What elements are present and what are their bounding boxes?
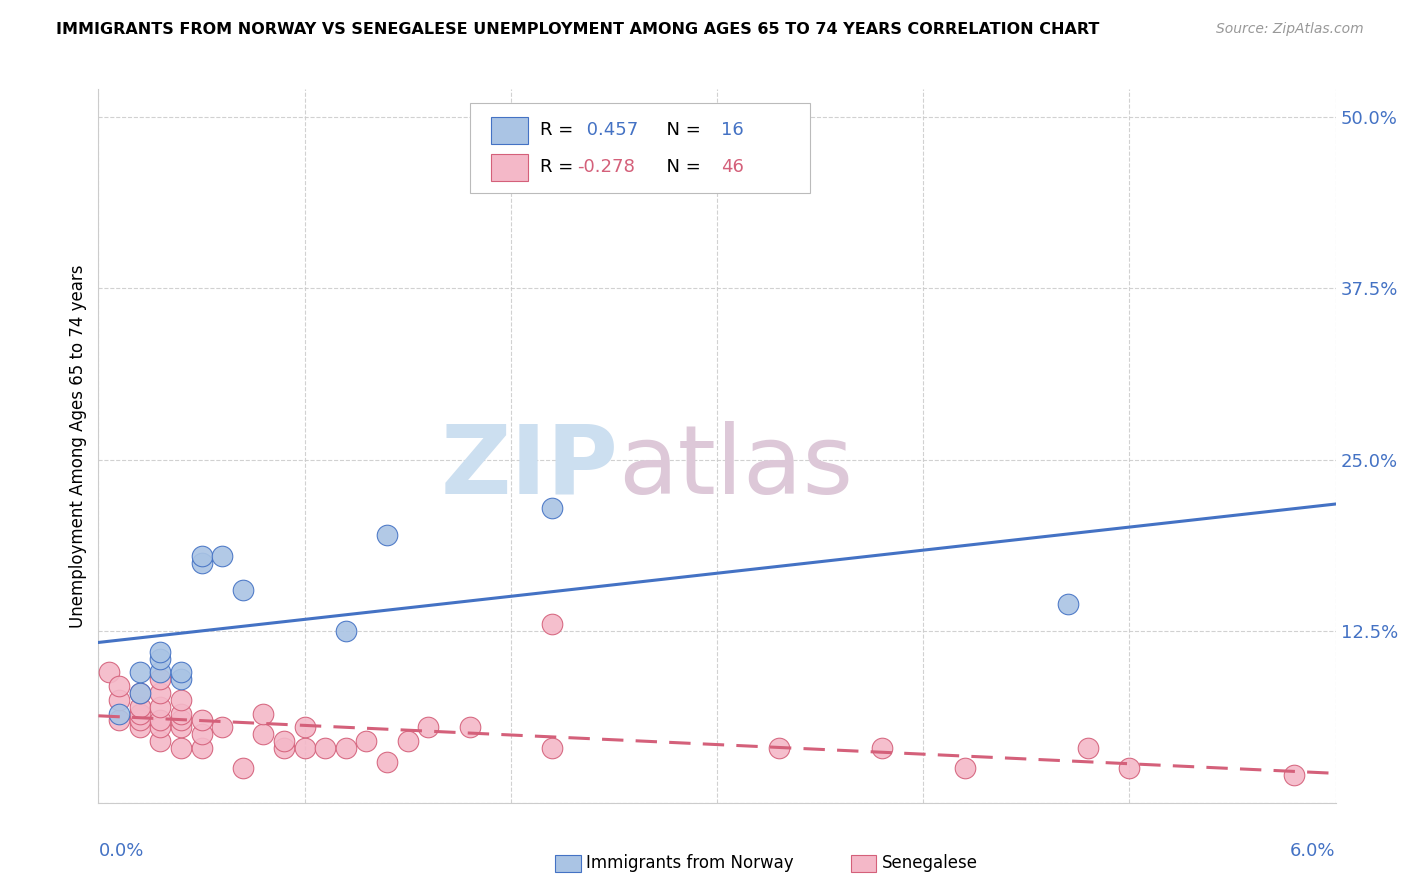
Bar	[491, 117, 527, 145]
Point	[149, 720, 172, 734]
Point	[108, 714, 131, 728]
Text: N =: N =	[655, 121, 707, 139]
Text: 16: 16	[721, 121, 744, 139]
Text: Immigrants from Norway: Immigrants from Norway	[586, 855, 794, 872]
Point	[170, 673, 193, 687]
Point	[273, 740, 295, 755]
Point	[294, 740, 316, 755]
Text: Source: ZipAtlas.com: Source: ZipAtlas.com	[1216, 22, 1364, 37]
Point	[418, 720, 440, 734]
Point	[190, 549, 212, 563]
Point	[128, 720, 150, 734]
Text: atlas: atlas	[619, 421, 853, 514]
Point	[108, 679, 131, 693]
Text: 0.0%: 0.0%	[98, 842, 143, 860]
Point	[1118, 762, 1140, 776]
Point	[170, 693, 193, 707]
Point	[190, 714, 212, 728]
Point	[232, 762, 254, 776]
Point	[149, 651, 172, 665]
Point	[108, 693, 131, 707]
Point	[190, 727, 212, 741]
Point	[375, 755, 398, 769]
Point	[294, 720, 316, 734]
Point	[170, 740, 193, 755]
Point	[170, 706, 193, 721]
Point	[190, 556, 212, 570]
Point	[252, 706, 274, 721]
Point	[252, 727, 274, 741]
Text: N =: N =	[655, 158, 707, 176]
Point	[541, 617, 564, 632]
Text: ZIP: ZIP	[440, 421, 619, 514]
Point	[128, 714, 150, 728]
Point	[1056, 597, 1078, 611]
Point	[768, 740, 790, 755]
Point	[149, 734, 172, 748]
Point	[128, 665, 150, 680]
Point	[211, 720, 233, 734]
Point	[335, 624, 357, 639]
FancyBboxPatch shape	[470, 103, 810, 193]
Point	[458, 720, 481, 734]
Point	[356, 734, 378, 748]
Point	[375, 528, 398, 542]
Y-axis label: Unemployment Among Ages 65 to 74 years: Unemployment Among Ages 65 to 74 years	[69, 264, 87, 628]
Point	[108, 706, 131, 721]
Point	[128, 686, 150, 700]
Point	[314, 740, 336, 755]
Text: Senegalese: Senegalese	[882, 855, 977, 872]
Point	[190, 740, 212, 755]
Point	[1077, 740, 1099, 755]
Point	[870, 740, 893, 755]
Point	[149, 686, 172, 700]
Point	[541, 500, 564, 515]
Text: 6.0%: 6.0%	[1291, 842, 1336, 860]
Point	[149, 645, 172, 659]
Point	[953, 762, 976, 776]
Point	[170, 714, 193, 728]
Text: -0.278: -0.278	[578, 158, 636, 176]
Point	[149, 673, 172, 687]
Text: R =: R =	[540, 158, 579, 176]
Point	[170, 665, 193, 680]
Text: 0.457: 0.457	[581, 121, 638, 139]
Point	[97, 665, 120, 680]
Text: 46: 46	[721, 158, 744, 176]
Point	[128, 699, 150, 714]
Point	[1284, 768, 1306, 782]
Point	[232, 583, 254, 598]
Point	[396, 734, 419, 748]
Point	[541, 740, 564, 755]
Point	[273, 734, 295, 748]
Point	[149, 665, 172, 680]
Bar	[491, 154, 527, 181]
Text: IMMIGRANTS FROM NORWAY VS SENEGALESE UNEMPLOYMENT AMONG AGES 65 TO 74 YEARS CORR: IMMIGRANTS FROM NORWAY VS SENEGALESE UNE…	[56, 22, 1099, 37]
Point	[128, 686, 150, 700]
Point	[211, 549, 233, 563]
Point	[128, 706, 150, 721]
Point	[149, 714, 172, 728]
Text: R =: R =	[540, 121, 579, 139]
Point	[149, 699, 172, 714]
Point	[170, 720, 193, 734]
Point	[335, 740, 357, 755]
